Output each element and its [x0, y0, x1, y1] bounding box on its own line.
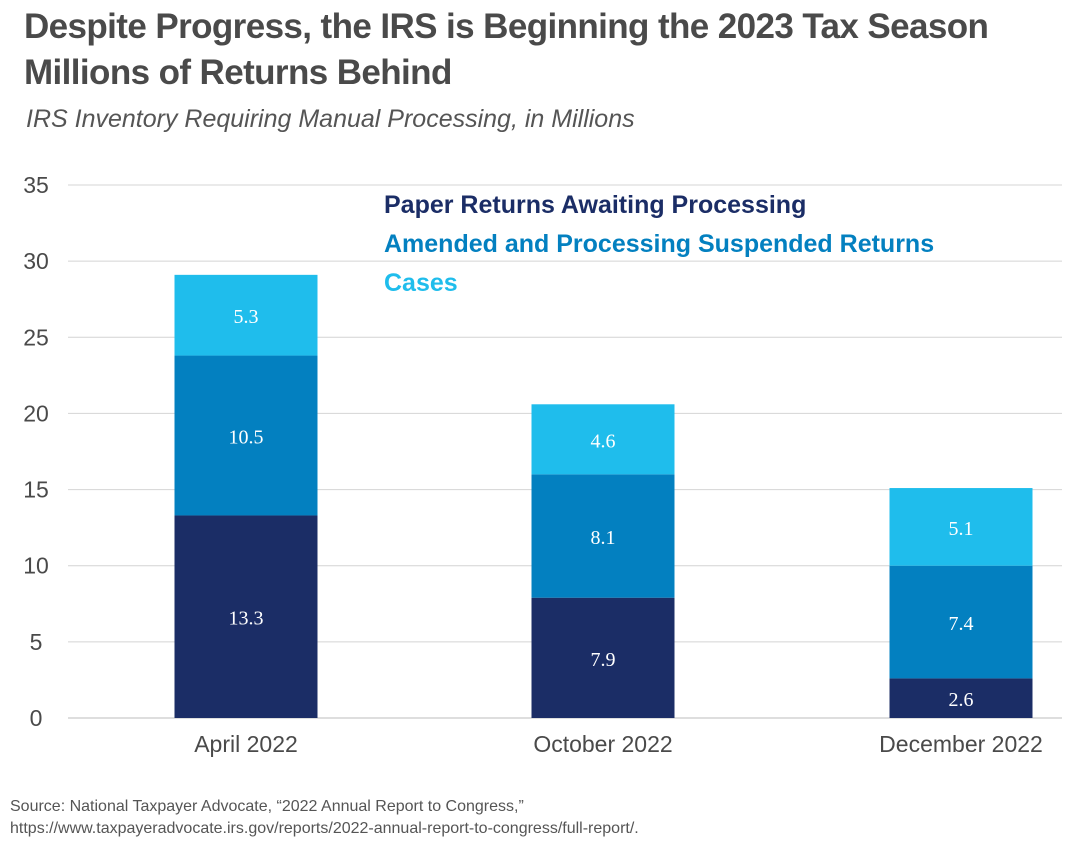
data-label-cases-october-2022: 4.6 — [591, 430, 616, 452]
chart-subtitle: IRS Inventory Requiring Manual Processin… — [26, 105, 635, 133]
x-tick-label-december-2022: December 2022 — [879, 731, 1043, 757]
data-label-paper-december-2022: 2.6 — [949, 689, 974, 711]
y-tick-label-35: 35 — [23, 172, 49, 198]
bar-paper-april-2022 — [174, 515, 318, 718]
data-label-paper-october-2022: 7.9 — [591, 649, 616, 671]
y-tick-label-20: 20 — [23, 400, 49, 426]
chart-title-line-1: Despite Progress, the IRS is Beginning t… — [24, 7, 989, 46]
bar-paper-october-2022 — [531, 597, 675, 718]
legend: Paper Returns Awaiting Processing Amende… — [384, 186, 934, 303]
bar-amended-october-2022 — [531, 474, 675, 598]
data-label-cases-april-2022: 5.3 — [234, 306, 259, 328]
bar-cases-december-2022 — [889, 488, 1033, 566]
bar-amended-april-2022 — [174, 355, 318, 516]
data-label-cases-december-2022: 5.1 — [949, 518, 974, 540]
chart-title-line-2: Millions of Returns Behind — [24, 53, 452, 92]
bar-paper-december-2022 — [889, 678, 1033, 718]
data-label-amended-october-2022: 8.1 — [591, 527, 616, 549]
bar-cases-october-2022 — [531, 404, 675, 475]
legend-item-cases: Cases — [384, 269, 458, 297]
bar-amended-december-2022 — [889, 565, 1033, 679]
source-line-2: https://www.taxpayeradvocate.irs.gov/rep… — [10, 820, 639, 837]
y-tick-label-5: 5 — [30, 629, 43, 655]
bar-cases-april-2022 — [174, 274, 318, 356]
data-label-paper-april-2022: 13.3 — [229, 608, 264, 630]
y-tick-label-15: 15 — [23, 477, 49, 503]
y-tick-label-30: 30 — [23, 248, 49, 274]
x-tick-label-october-2022: October 2022 — [533, 731, 672, 757]
data-label-amended-december-2022: 7.4 — [949, 613, 974, 635]
legend-item-paper-returns: Paper Returns Awaiting Processing — [384, 191, 807, 219]
legend-item-amended-returns: Amended and Processing Suspended Returns — [384, 230, 935, 258]
source-line-1: Source: National Taxpayer Advocate, “202… — [10, 798, 524, 815]
y-tick-label-0: 0 — [30, 705, 43, 731]
source-note: Source: National Taxpayer Advocate, “202… — [10, 796, 639, 840]
x-tick-label-april-2022: April 2022 — [194, 731, 298, 757]
chart-title: Despite Progress, the IRS is Beginning t… — [24, 4, 1044, 96]
y-tick-label-10: 10 — [23, 553, 49, 579]
y-tick-label-25: 25 — [23, 324, 49, 350]
data-label-amended-april-2022: 10.5 — [229, 427, 264, 449]
